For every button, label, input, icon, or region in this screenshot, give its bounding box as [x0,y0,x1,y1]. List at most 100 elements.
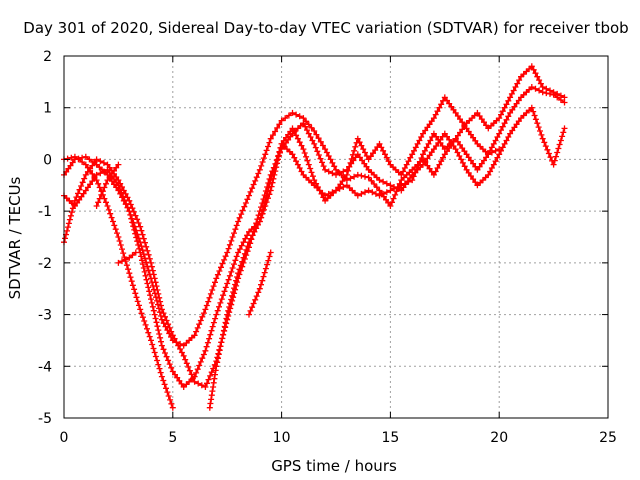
data-point [225,245,232,252]
data-point [269,132,276,139]
data-point [293,132,300,139]
data-point [514,80,521,87]
data-point [425,140,432,147]
data-point [400,184,407,191]
data-point [492,147,499,154]
data-point [507,109,514,116]
data-point [440,154,446,161]
data-point [510,87,517,94]
data-point [354,171,361,178]
data-point [145,251,152,258]
data-point [496,151,503,158]
data-point [343,171,350,178]
data-point [407,154,414,161]
data-point [195,380,202,387]
data-point [148,337,154,344]
data-point [165,393,172,399]
data-point [247,188,254,195]
data-point [154,287,161,293]
data-point [322,166,329,173]
data-point [369,189,376,196]
data-point [278,140,285,147]
data-point [424,155,431,162]
data-point [336,170,343,177]
data-point [427,137,434,144]
data-point [163,317,170,324]
x-axis-label: GPS time / hours [271,457,397,475]
data-point [452,146,459,153]
data-point [242,235,249,242]
data-point [223,315,230,322]
data-point [463,166,470,173]
data-point [294,161,301,168]
data-point [82,153,89,160]
data-point [322,146,329,153]
data-point [233,277,240,284]
data-point [67,162,74,169]
data-point [452,109,459,116]
data-point [372,190,379,197]
data-point [207,331,214,338]
data-point [426,165,433,172]
data-point [129,282,136,289]
data-point [148,259,154,266]
data-point [158,306,165,313]
data-point [97,158,104,165]
data-point [255,221,261,228]
data-point [80,190,87,197]
data-point [95,180,102,187]
data-point [155,290,162,297]
data-point [537,128,543,134]
x-tick-label: 10 [273,430,291,446]
data-point [362,173,368,180]
data-point [117,242,124,248]
data-point [515,97,522,104]
data-point [485,171,492,178]
data-point [148,263,155,270]
data-point [289,125,296,132]
series-layer [61,63,568,411]
data-point [487,168,494,175]
data-point [169,368,176,375]
data-point [226,241,233,248]
data-point [319,142,326,149]
data-point [532,116,539,123]
data-point [115,187,122,194]
data-point [341,175,348,181]
data-point [238,242,245,249]
data-point [329,159,336,166]
data-point [166,361,173,368]
data-point [156,365,163,372]
data-point [380,193,387,200]
data-point [68,154,75,161]
data-point [541,139,548,146]
data-point [119,184,125,190]
data-point [380,147,387,154]
data-point [238,211,245,218]
data-point [276,148,283,155]
data-point [531,112,538,119]
data-point [75,156,82,163]
data-point [206,335,213,342]
data-point [311,177,318,184]
data-point [436,161,443,168]
data-point [461,122,468,129]
data-point [412,144,419,151]
data-point [225,276,232,283]
data-point [230,289,237,295]
data-point [180,352,187,359]
data-point [302,123,309,130]
data-point [152,315,159,322]
data-point [559,133,566,140]
data-point [213,363,220,370]
data-point [203,302,210,309]
data-point [433,133,440,140]
data-point [105,206,112,213]
data-point [317,138,324,145]
data-point [252,177,259,184]
data-point [492,137,499,144]
data-point [220,331,226,338]
data-point [365,187,372,194]
data-point [86,156,93,163]
data-point [320,163,327,170]
